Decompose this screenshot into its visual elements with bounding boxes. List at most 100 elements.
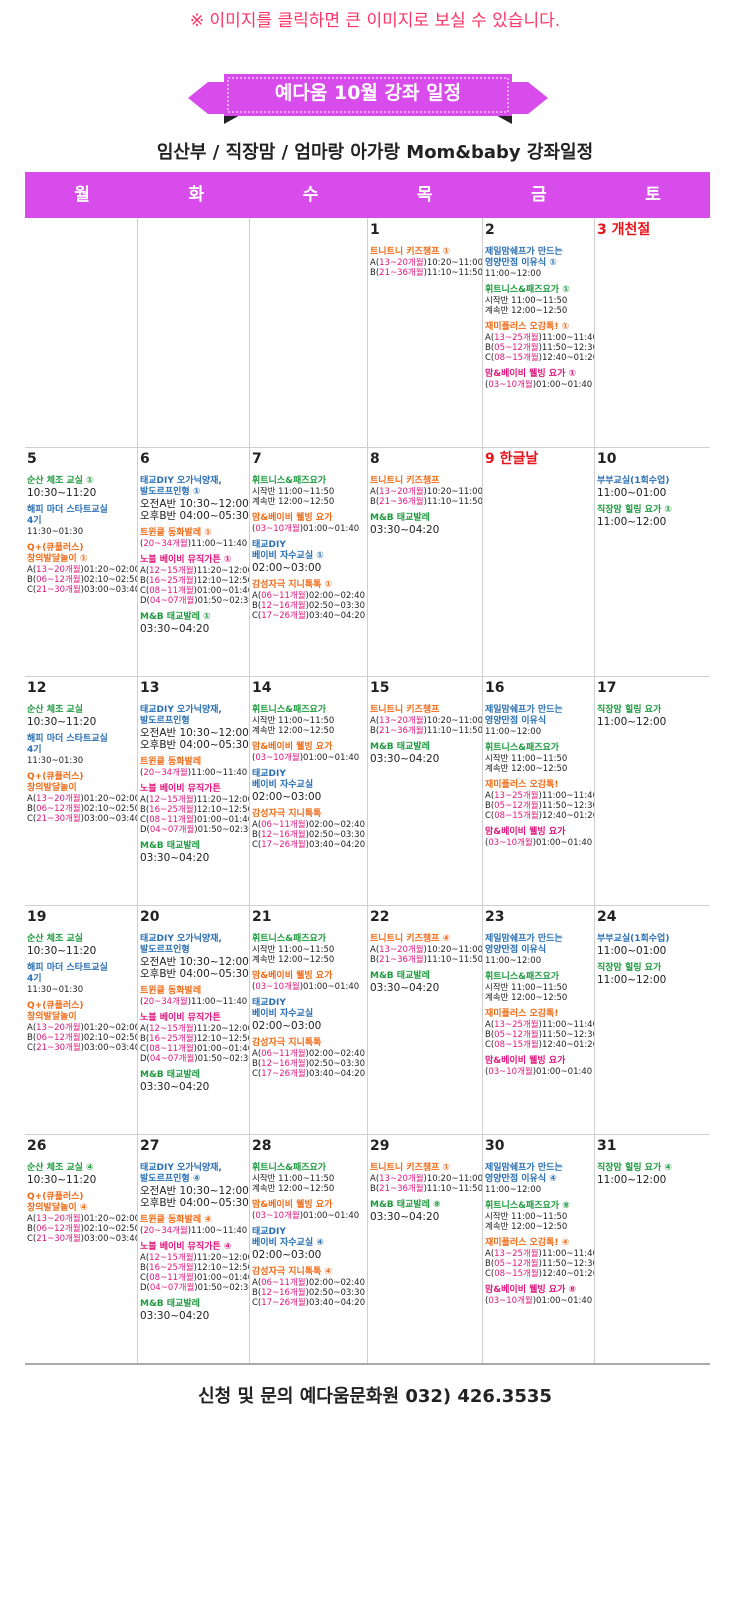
time-segment: )01:00~01:40 — [193, 1273, 249, 1283]
time-segment: B( — [140, 1263, 150, 1273]
class-title: M&B 태교발레 — [370, 742, 430, 752]
class-title: 노블 베이비 뮤직가튼 ① — [140, 555, 232, 565]
class-time: 시작반 11:00~11:50 — [252, 1174, 335, 1184]
time-segment: )11:00~11:40 — [187, 768, 248, 778]
class-title: 4기 — [27, 516, 42, 526]
time-segment: )11:50~12:30 — [538, 343, 594, 353]
class-title: 제일맘쉐프가 만드는 — [485, 934, 563, 944]
class-entry: Q+(큐플러스) 창의발달놀이 A(13~20개월)01:20~02:00 B(06~… — [27, 1001, 137, 1053]
time-segment: 08~11개월 — [149, 1044, 194, 1054]
class-group-time: D(04~07개월)01:50~02:30 — [140, 1054, 249, 1064]
class-title: M&B 태교발레 — [370, 513, 430, 523]
time-segment: )01:00~01:40 — [299, 1211, 360, 1221]
time-segment: )01:20~02:00 — [80, 1214, 137, 1224]
class-entry: M&B 태교발레 03:30~04:20 — [140, 841, 247, 864]
class-entry: 트니트니 키즈챔프 A(13~20개월)10:20~11:00 B(21~36개월)… — [370, 476, 482, 507]
class-time: 오후B반 04:00~05:30 — [140, 1197, 249, 1209]
time-segment: )01:00~01:40 — [532, 1296, 593, 1306]
time-segment: 16~25개월 — [149, 805, 194, 815]
day-cell: 2 제일맘쉐프가 만드는 영양만점 이유식 ① 11:00~12:00 휘트니스&패즈요… — [482, 218, 594, 447]
class-title: 베이비 자수교실 ① — [252, 551, 324, 561]
class-title: 해피 마더 스타트교실 — [27, 505, 108, 515]
time-segment: 05~12개월 — [494, 801, 539, 811]
class-title: 직장맘 힐링 요가 ④ — [597, 1163, 672, 1173]
class-title: 재미플러스 오감톡! ④ — [485, 1238, 570, 1248]
day-cell — [25, 218, 137, 447]
class-time: 11:00~12:00 — [485, 1185, 542, 1195]
time-segment: 08~11개월 — [149, 1273, 194, 1283]
time-segment: B( — [27, 1033, 37, 1043]
time-segment: B( — [485, 1030, 495, 1040]
class-title: 4기 — [27, 745, 42, 755]
time-segment: )01:50~02:30 — [194, 1054, 249, 1064]
class-time: 11:00~12:00 — [597, 716, 667, 728]
class-group-time: A(13~25개월)11:00~11:40 — [485, 333, 594, 343]
class-group-time: B(12~16개월)02:50~03:30 — [252, 1288, 365, 1298]
title-banner: 예다움 10월 강좌 일정 — [188, 70, 548, 126]
time-segment: 16~25개월 — [149, 1263, 194, 1273]
class-group-time: C(17~26개월)03:40~04:20 — [252, 1298, 365, 1308]
class-group-time: C(08~11개월)01:00~01:40 — [140, 1044, 249, 1054]
time-segment: 03~10개월 — [255, 982, 300, 992]
time-segment: 17~26개월 — [261, 840, 306, 850]
class-title: M&B 태교발레 — [370, 971, 430, 981]
time-segment: )11:20~12:00 — [193, 795, 249, 805]
class-entry: Q+(큐플러스) 창의발달놀이 ④ A(13~20개월)01:20~02:00 B(0… — [27, 1192, 137, 1244]
class-title: 태교DIY 오가닉양재, — [140, 934, 222, 944]
time-segment: 12~15개월 — [149, 795, 194, 805]
time-segment: B( — [27, 804, 37, 814]
class-entry: 해피 마더 스타트교실 4기 11:30~01:30 — [27, 734, 135, 766]
class-entry: 순산 체조 교실 ④ 10:30~11:20 — [27, 1163, 135, 1186]
class-group-time: (03~10개월)01:00~01:40 — [252, 1211, 365, 1221]
class-entry: M&B 태교발레 03:30~04:20 — [140, 1070, 247, 1093]
class-group-time: A(13~20개월)01:20~02:00 — [27, 1023, 137, 1033]
time-segment: 21~30개월 — [36, 585, 81, 595]
schedule-subtitle: 임산부 / 직장맘 / 엄마랑 아가랑 Mom&baby 강좌일정 — [156, 142, 594, 163]
time-segment: B( — [370, 1184, 380, 1194]
time-segment: )03:00~03:40 — [80, 1043, 137, 1053]
class-title: 맘&베이비 웰빙 요가 ⑧ — [485, 1285, 577, 1295]
time-segment: D( — [140, 1283, 150, 1293]
day-number: 14 — [252, 680, 272, 696]
weekday-label: 수 — [302, 185, 319, 205]
time-segment: D( — [140, 825, 150, 835]
time-segment: B( — [370, 955, 380, 965]
time-segment: )03:40~04:20 — [305, 1069, 366, 1079]
time-segment: 06~12개월 — [36, 804, 81, 814]
day-number: 16 — [485, 680, 505, 696]
time-segment: )10:20~11:00 — [423, 945, 482, 955]
class-group-time: A(13~20개월)10:20~11:00 — [370, 258, 482, 268]
time-segment: )01:00~01:40 — [193, 815, 249, 825]
time-segment: C( — [252, 1069, 262, 1079]
class-title: 트니트니 키즈챔프 ④ — [370, 934, 451, 944]
class-title: 트니트니 키즈챔프 ① — [370, 1163, 451, 1173]
class-entry: 감성자극 지니톡톡 ④ A(06~11개월)02:00~02:40 B(12~16개… — [252, 1267, 365, 1308]
class-entry: 노블 베이비 뮤직가튼 A(12~15개월)11:20~12:00 B(16~25개… — [140, 784, 249, 835]
time-segment: ( — [485, 1067, 489, 1077]
class-group-time: B(21~36개월)11:10~11:50 — [370, 268, 482, 278]
day-number: 24 — [597, 909, 617, 925]
time-segment: 21~36개월 — [379, 726, 424, 736]
class-title: 태교DIY 오가닉양재, — [140, 705, 222, 715]
time-segment: A( — [27, 1214, 37, 1224]
time-segment: )11:20~12:00 — [193, 1253, 249, 1263]
class-title: 트윈클 동화발레 — [140, 986, 202, 996]
day-cell: 28 휘트니스&패즈요가 시작반 11:00~11:50 계속반 12:00~12:5… — [249, 1134, 367, 1363]
class-group-time: B(21~36개월)11:10~11:50 — [370, 955, 482, 965]
class-entry: 제일맘쉐프가 만드는 영양만점 이유식 11:00~12:00 — [485, 705, 592, 737]
time-segment: B( — [370, 726, 380, 736]
time-segment: A( — [252, 1049, 262, 1059]
time-segment: )01:00~01:40 — [193, 586, 249, 596]
click-notice: ※ 이미지를 클릭하면 큰 이미지로 보실 수 있습니다. — [189, 11, 561, 31]
class-title: 순산 체조 교실 — [27, 705, 83, 715]
time-segment: A( — [370, 487, 380, 497]
class-title: 재미플러스 오감톡! — [485, 780, 559, 790]
class-entry: 재미플러스 오감톡! ④ A(13~25개월)11:00~11:40 B(05~12… — [485, 1238, 594, 1279]
time-segment: B( — [485, 1259, 495, 1269]
class-group-time: B(21~36개월)11:10~11:50 — [370, 1184, 482, 1194]
class-title: 직장맘 힐링 요가 ① — [597, 505, 672, 515]
time-segment: 20~34개월 — [143, 768, 188, 778]
class-entry: M&B 태교발레 03:30~04:20 — [370, 742, 480, 765]
class-title: 휘트니스&패즈요가 — [252, 1163, 327, 1173]
